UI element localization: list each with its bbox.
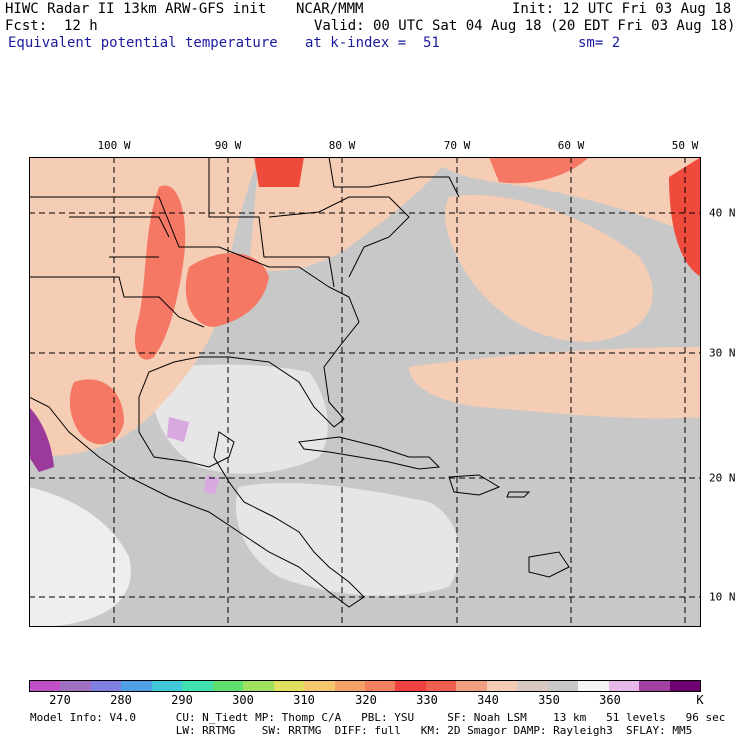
colorbar-swatch <box>639 681 670 691</box>
lon-label-80w: 80 W <box>328 139 356 152</box>
pacific-light-region <box>29 487 131 627</box>
lat-label-30n: 30 N <box>709 346 736 360</box>
colorbar-swatch <box>395 681 426 691</box>
colorbar-label-330: 330 <box>416 693 438 707</box>
newengland-hot-region <box>489 157 589 184</box>
colorbar-swatch <box>486 681 518 691</box>
colorbar-swatch <box>669 681 700 691</box>
colorbar-swatch <box>334 681 365 691</box>
field-name: Equivalent potential temperature <box>8 35 278 51</box>
atlantic-warm-band <box>409 347 701 419</box>
model-title: HIWC Radar II 13km ARW-GFS init <box>5 1 267 17</box>
gulf-lavender-patch <box>167 417 189 442</box>
colorbar-label-350: 350 <box>538 693 560 707</box>
map-canvas <box>29 157 701 627</box>
graticule <box>29 157 701 627</box>
colorbar <box>29 680 701 692</box>
lat-label-20n: 20 N <box>709 471 736 485</box>
lon-label-50w: 50 W <box>671 139 699 152</box>
lon-label-60w: 60 W <box>557 139 585 152</box>
gulf-light-region <box>149 364 328 474</box>
colorbar-swatch <box>517 681 548 691</box>
colorbar-swatch <box>60 681 91 691</box>
atlantic-warm-swirl <box>445 195 653 342</box>
colorbar-swatch <box>364 681 396 691</box>
mississippi-hot-region <box>185 253 269 327</box>
colorbar-swatch <box>243 681 274 691</box>
colorbar-swatch <box>304 681 335 691</box>
colorbar-swatch <box>456 681 487 691</box>
forecast-hour: Fcst: 12 h <box>5 18 98 34</box>
theta-e-map <box>29 157 701 627</box>
colorbar-swatch <box>151 681 183 691</box>
colorbar-label-300: 300 <box>232 693 254 707</box>
colorbar-swatch <box>182 681 213 691</box>
lon-label-70w: 70 W <box>443 139 471 152</box>
valid-time: Valid: 00 UTC Sat 04 Aug 18 (20 EDT Fri … <box>314 18 736 34</box>
yucatan-lavender-patch <box>204 475 219 495</box>
lon-label-90w: 90 W <box>214 139 242 152</box>
colorbar-swatch <box>90 681 122 691</box>
lat-label-40n: 40 N <box>709 206 736 220</box>
colorbar-swatch <box>273 681 305 691</box>
lat-label-10n: 10 N <box>709 590 736 604</box>
colorbar-swatch <box>578 681 609 691</box>
model-info-line2: LW: RRTMG SW: RRTMG DIFF: full KM: 2D Sm… <box>30 724 693 737</box>
plains-hot-region <box>134 185 186 360</box>
coastlines <box>29 157 570 608</box>
lon-label-100w: 100 W <box>97 139 131 152</box>
init-time: Init: 12 UTC Fri 03 Aug 18 <box>512 1 732 17</box>
colorbar-swatch <box>547 681 579 691</box>
caribbean-light-region <box>235 482 460 596</box>
colorbar-label-340: 340 <box>477 693 499 707</box>
colorbar-swatch <box>30 681 61 691</box>
colorbar-label-360: 360 <box>599 693 621 707</box>
mexico-hot-region <box>69 379 124 445</box>
colorbar-swatch <box>425 681 457 691</box>
colorbar-swatch <box>121 681 152 691</box>
colorbar-label-270: 270 <box>49 693 71 707</box>
greatlakes-hot-region <box>254 157 304 187</box>
colorbar-label-320: 320 <box>355 693 377 707</box>
colorbar-label-290: 290 <box>171 693 193 707</box>
colorbar-unit-label: K <box>696 693 704 707</box>
map-frame <box>29 157 701 627</box>
institution-label: NCAR/MMM <box>296 1 364 17</box>
model-info-line1: Model Info: V4.0 CU: N_Tiedt MP: Thomp C… <box>30 711 726 724</box>
baja-purple-region <box>29 407 54 472</box>
colorbar-label-310: 310 <box>293 693 315 707</box>
colorbar-label-280: 280 <box>110 693 132 707</box>
level-info: at k-index = 51 <box>305 35 440 51</box>
colorbar-swatch <box>608 681 640 691</box>
smoothing-info: sm= 2 <box>578 35 621 51</box>
colorbar-swatch <box>212 681 244 691</box>
